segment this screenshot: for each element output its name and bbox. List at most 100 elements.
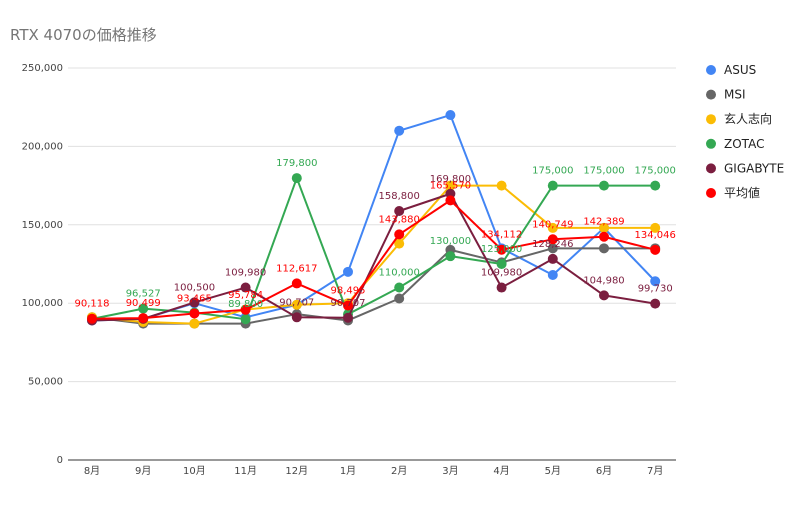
data-point bbox=[547, 234, 558, 245]
data-label: 175,000 bbox=[635, 166, 676, 177]
legend-label: MSI bbox=[724, 88, 746, 102]
data-label: 95,784 bbox=[228, 290, 263, 301]
data-point bbox=[138, 303, 149, 314]
data-label: 99,730 bbox=[638, 284, 673, 295]
x-tick-label: 10月 bbox=[183, 465, 206, 477]
data-label: 134,112 bbox=[481, 230, 522, 241]
data-point bbox=[394, 229, 405, 240]
data-point bbox=[496, 180, 507, 191]
data-point bbox=[445, 251, 456, 262]
series-line bbox=[91, 199, 656, 320]
y-tick-label: 50,000 bbox=[28, 377, 63, 388]
data-label: 90,707 bbox=[331, 298, 366, 309]
data-point bbox=[547, 222, 558, 233]
data-label: 93,465 bbox=[177, 293, 212, 304]
data-point bbox=[343, 300, 353, 311]
x-tick-label: 11月 bbox=[234, 465, 257, 477]
data-point bbox=[189, 308, 200, 319]
data-label: 169,800 bbox=[430, 174, 471, 185]
data-point bbox=[240, 282, 251, 293]
data-point bbox=[650, 244, 661, 255]
data-point bbox=[445, 110, 456, 121]
legend-marker bbox=[706, 89, 716, 100]
legend-marker bbox=[706, 138, 716, 149]
data-label: 109,980 bbox=[225, 268, 266, 279]
series-line bbox=[91, 192, 656, 322]
x-tick-label: 7月 bbox=[647, 465, 663, 477]
y-tick-label: 250,000 bbox=[22, 63, 63, 74]
data-label: 134,046 bbox=[635, 230, 676, 241]
data-label: 96,527 bbox=[126, 289, 161, 300]
data-point bbox=[599, 222, 609, 233]
data-point bbox=[394, 125, 405, 136]
legend-label: 玄人志向 bbox=[724, 111, 772, 126]
data-point bbox=[445, 180, 456, 191]
x-tick-label: 2月 bbox=[391, 465, 407, 477]
data-point bbox=[291, 299, 302, 310]
data-label: 90,707 bbox=[279, 297, 314, 308]
data-labels: 96,527 89,800 179,800 110,000 130,000 125,000… bbox=[75, 158, 676, 310]
data-point bbox=[599, 231, 609, 242]
axes: 0 50,000 100,000 150,000 200,000 250,000 8月 9月 1… bbox=[22, 63, 676, 477]
data-point bbox=[394, 282, 405, 293]
data-point bbox=[496, 259, 507, 269]
data-label: 175,000 bbox=[583, 166, 624, 177]
data-point bbox=[240, 304, 251, 315]
data-label: 130,000 bbox=[430, 236, 471, 247]
data-point bbox=[291, 173, 302, 184]
x-tick-label: 1月 bbox=[340, 465, 356, 477]
data-point bbox=[343, 266, 353, 277]
data-label: 175,000 bbox=[532, 166, 573, 177]
data-point bbox=[394, 238, 405, 249]
y-tick-label: 150,000 bbox=[22, 220, 63, 231]
data-point bbox=[87, 313, 97, 324]
legend-marker bbox=[706, 65, 716, 75]
data-point bbox=[138, 313, 149, 324]
x-tick-label: 9月 bbox=[135, 465, 151, 477]
data-label: 104,980 bbox=[583, 275, 624, 286]
data-label: 90,118 bbox=[75, 299, 110, 310]
data-label: 98,495 bbox=[331, 286, 366, 297]
x-tick-label: 5月 bbox=[545, 465, 561, 477]
y-tick-label: 0 bbox=[57, 455, 63, 466]
data-label: 179,800 bbox=[276, 158, 317, 169]
data-label: 143,880 bbox=[379, 214, 420, 225]
y-tick-label: 200,000 bbox=[22, 141, 63, 152]
data-point bbox=[599, 180, 609, 191]
data-label: 110,000 bbox=[379, 268, 420, 279]
data-label: 109,980 bbox=[481, 268, 522, 279]
data-point bbox=[189, 297, 200, 308]
data-label: 165,570 bbox=[430, 180, 471, 191]
data-label: 90,499 bbox=[126, 298, 161, 309]
data-point bbox=[445, 195, 456, 206]
data-point bbox=[189, 318, 200, 329]
legend-label: ASUS bbox=[724, 63, 756, 77]
data-label: 142,389 bbox=[583, 217, 624, 228]
data-point bbox=[394, 293, 405, 304]
data-label: 140,749 bbox=[532, 219, 573, 230]
series-group bbox=[87, 110, 661, 329]
legend-label: GIGABYTE bbox=[724, 161, 784, 175]
data-point bbox=[291, 312, 302, 323]
data-point bbox=[650, 180, 661, 191]
data-point bbox=[496, 244, 507, 255]
data-point bbox=[650, 276, 661, 287]
x-tick-label: 4月 bbox=[493, 465, 509, 477]
legend-label: 平均値 bbox=[724, 185, 760, 200]
data-label: 125,000 bbox=[481, 244, 522, 255]
data-point bbox=[394, 206, 405, 217]
data-point bbox=[599, 243, 609, 254]
data-label: 112,617 bbox=[276, 263, 317, 274]
data-point bbox=[599, 290, 609, 301]
legend: ASUS MSI 玄人志向 ZOTAC GIGABYTE 平均値 bbox=[706, 63, 784, 200]
legend-marker bbox=[706, 188, 716, 198]
data-label: 100,500 bbox=[174, 282, 215, 293]
data-point bbox=[343, 312, 353, 323]
data-point bbox=[650, 298, 661, 309]
data-point bbox=[496, 282, 507, 293]
data-point bbox=[650, 222, 661, 233]
y-tick-label: 100,000 bbox=[22, 298, 63, 309]
x-tick-label: 12月 bbox=[285, 465, 308, 477]
